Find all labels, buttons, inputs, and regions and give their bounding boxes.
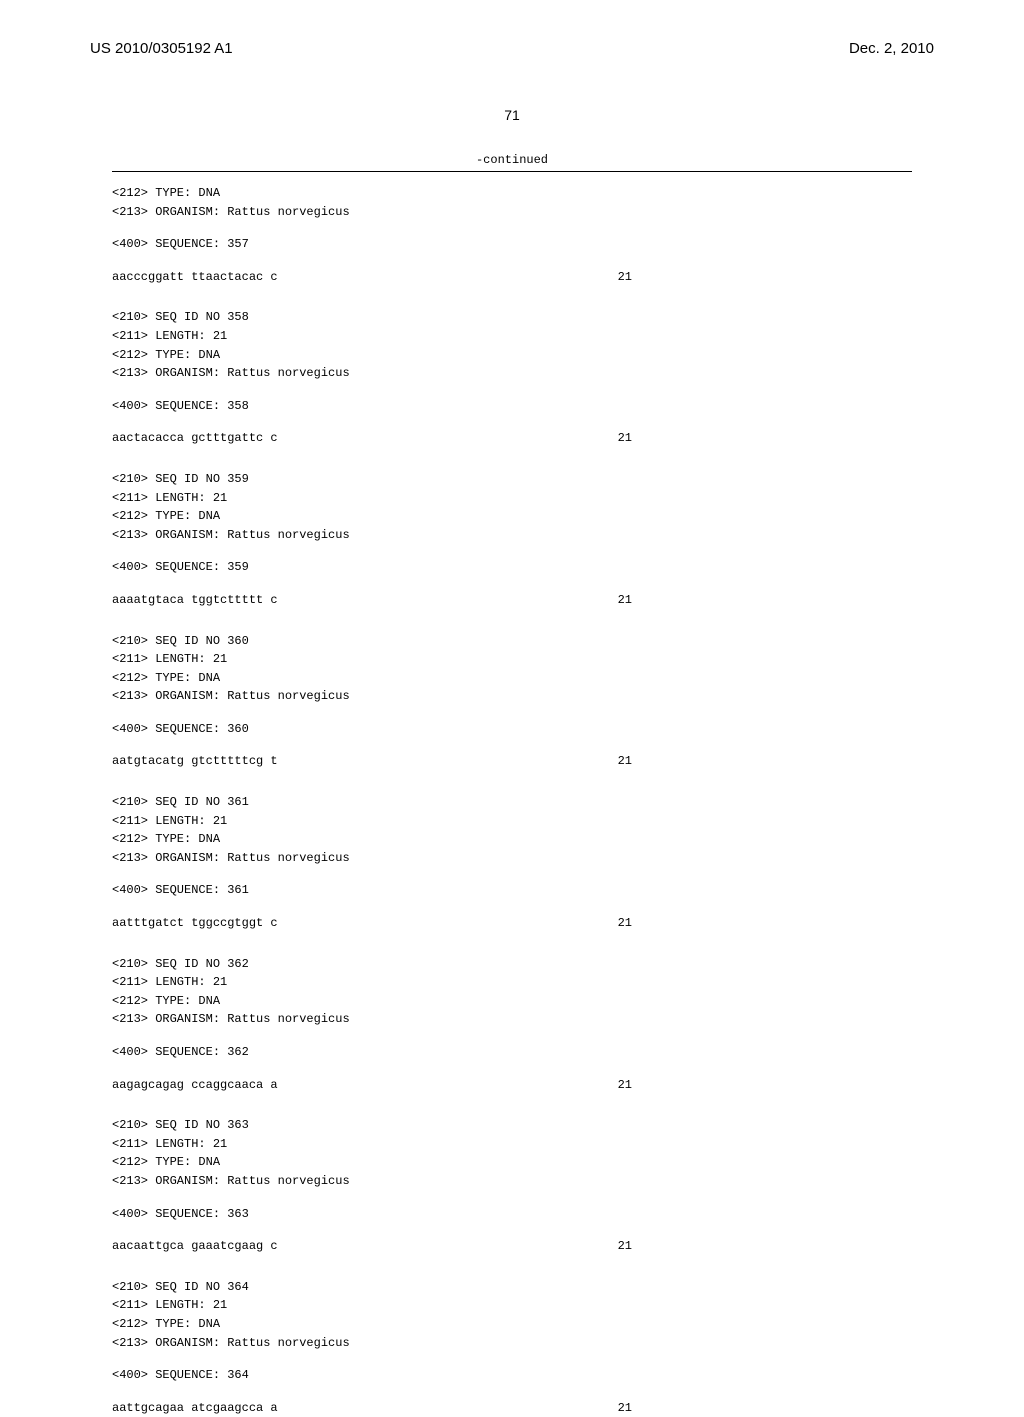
sequence-block: <210> SEQ ID NO 361<211> LENGTH: 21<212>… (112, 793, 912, 933)
sequence-label: <400> SEQUENCE: 362 (112, 1043, 912, 1062)
sequence-block: <210> SEQ ID NO 359<211> LENGTH: 21<212>… (112, 470, 912, 610)
sequence-listing: <212> TYPE: DNA <213> ORGANISM: Rattus n… (90, 184, 934, 1417)
meta-line: <212> TYPE: DNA (112, 1315, 912, 1334)
meta-line: <212> TYPE: DNA (112, 184, 912, 203)
meta-line: <211> LENGTH: 21 (112, 812, 912, 831)
patent-number: US 2010/0305192 A1 (90, 40, 233, 57)
meta-line: <210> SEQ ID NO 362 (112, 955, 912, 974)
sequence-length: 21 (618, 1399, 912, 1417)
sequence-block: <212> TYPE: DNA <213> ORGANISM: Rattus n… (112, 184, 912, 286)
sequence-text: aacccggatt ttaactacac c (112, 268, 278, 287)
meta-line: <213> ORGANISM: Rattus norvegicus (112, 1010, 912, 1029)
sequence-label: <400> SEQUENCE: 358 (112, 397, 912, 416)
meta-line: <210> SEQ ID NO 364 (112, 1278, 912, 1297)
sequence-label: <400> SEQUENCE: 357 (112, 235, 912, 254)
meta-line: <211> LENGTH: 21 (112, 1135, 912, 1154)
sequence-row: aatgtacatg gtctttttcg t 21 (112, 752, 912, 771)
meta-line: <213> ORGANISM: Rattus norvegicus (112, 687, 912, 706)
sequence-label: <400> SEQUENCE: 360 (112, 720, 912, 739)
sequence-length: 21 (618, 268, 912, 287)
meta-line: <210> SEQ ID NO 361 (112, 793, 912, 812)
meta-line: <212> TYPE: DNA (112, 830, 912, 849)
meta-line: <212> TYPE: DNA (112, 992, 912, 1011)
meta-line: <210> SEQ ID NO 359 (112, 470, 912, 489)
meta-line: <213> ORGANISM: Rattus norvegicus (112, 1172, 912, 1191)
meta-line: <212> TYPE: DNA (112, 346, 912, 365)
sequence-length: 21 (618, 914, 912, 933)
sequence-length: 21 (618, 1076, 912, 1095)
divider-line (112, 171, 912, 172)
meta-line: <212> TYPE: DNA (112, 507, 912, 526)
sequence-length: 21 (618, 752, 912, 771)
meta-line: <210> SEQ ID NO 360 (112, 632, 912, 651)
sequence-block: <210> SEQ ID NO 364<211> LENGTH: 21<212>… (112, 1278, 912, 1417)
sequence-row: aatttgatct tggccgtggt c 21 (112, 914, 912, 933)
sequence-block: <210> SEQ ID NO 363<211> LENGTH: 21<212>… (112, 1116, 912, 1256)
sequence-row: aacccggatt ttaactacac c 21 (112, 268, 912, 287)
continued-label: -continued (90, 153, 934, 167)
meta-line: <210> SEQ ID NO 358 (112, 308, 912, 327)
meta-line: <213> ORGANISM: Rattus norvegicus (112, 526, 912, 545)
meta-line: <211> LENGTH: 21 (112, 973, 912, 992)
sequence-text: aatgtacatg gtctttttcg t (112, 752, 278, 771)
sequence-row: aactacacca gctttgattc c 21 (112, 429, 912, 448)
meta-line: <212> TYPE: DNA (112, 1153, 912, 1172)
sequence-length: 21 (618, 591, 912, 610)
meta-line: <211> LENGTH: 21 (112, 327, 912, 346)
sequence-block: <210> SEQ ID NO 360<211> LENGTH: 21<212>… (112, 632, 912, 772)
sequence-text: aacaattgca gaaatcgaag c (112, 1237, 278, 1256)
patent-page: US 2010/0305192 A1 Dec. 2, 2010 71 -cont… (0, 0, 1024, 1320)
sequence-text: aaaatgtaca tggtcttttt c (112, 591, 278, 610)
page-number: 71 (90, 107, 934, 123)
sequence-row: aaaatgtaca tggtcttttt c 21 (112, 591, 912, 610)
sequence-text: aagagcagag ccaggcaaca a (112, 1076, 278, 1095)
meta-line: <211> LENGTH: 21 (112, 489, 912, 508)
patent-date: Dec. 2, 2010 (849, 40, 934, 57)
sequence-block: <210> SEQ ID NO 362<211> LENGTH: 21<212>… (112, 955, 912, 1095)
sequence-label: <400> SEQUENCE: 359 (112, 558, 912, 577)
sequence-label: <400> SEQUENCE: 363 (112, 1205, 912, 1224)
sequence-length: 21 (618, 1237, 912, 1256)
sequence-length: 21 (618, 429, 912, 448)
sequence-label: <400> SEQUENCE: 361 (112, 881, 912, 900)
sequence-text: aatttgatct tggccgtggt c (112, 914, 278, 933)
sequence-block: <210> SEQ ID NO 358<211> LENGTH: 21<212>… (112, 308, 912, 448)
meta-line: <212> TYPE: DNA (112, 669, 912, 688)
page-header: US 2010/0305192 A1 Dec. 2, 2010 (90, 40, 934, 57)
sequence-row: aagagcagag ccaggcaaca a 21 (112, 1076, 912, 1095)
sequence-text: aactacacca gctttgattc c (112, 429, 278, 448)
sequence-label: <400> SEQUENCE: 364 (112, 1366, 912, 1385)
blocks-container: <210> SEQ ID NO 358<211> LENGTH: 21<212>… (112, 308, 912, 1417)
meta-line: <210> SEQ ID NO 363 (112, 1116, 912, 1135)
meta-line: <213> ORGANISM: Rattus norvegicus (112, 203, 912, 222)
meta-line: <211> LENGTH: 21 (112, 1296, 912, 1315)
sequence-text: aattgcagaa atcgaagcca a (112, 1399, 278, 1417)
meta-line: <213> ORGANISM: Rattus norvegicus (112, 1334, 912, 1353)
sequence-row: aattgcagaa atcgaagcca a 21 (112, 1399, 912, 1417)
meta-line: <213> ORGANISM: Rattus norvegicus (112, 849, 912, 868)
meta-line: <213> ORGANISM: Rattus norvegicus (112, 364, 912, 383)
sequence-row: aacaattgca gaaatcgaag c 21 (112, 1237, 912, 1256)
meta-line: <211> LENGTH: 21 (112, 650, 912, 669)
